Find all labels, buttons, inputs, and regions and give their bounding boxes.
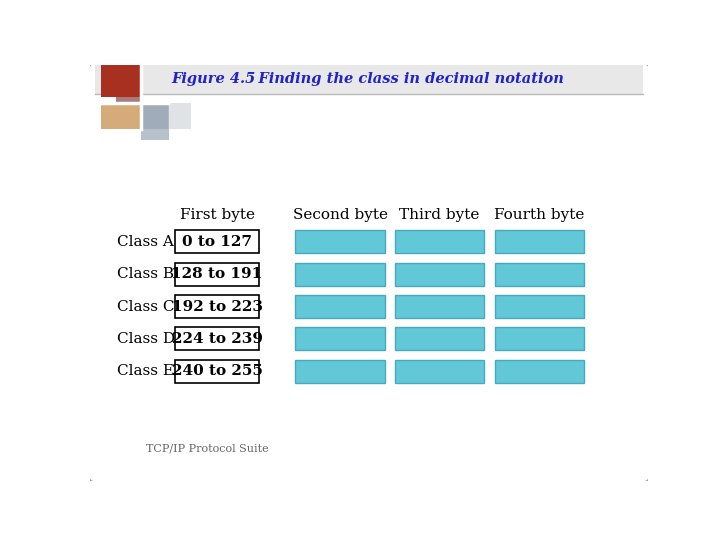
Bar — [295, 327, 384, 350]
Text: Second byte: Second byte — [293, 208, 388, 222]
Bar — [175, 231, 259, 253]
FancyBboxPatch shape — [89, 63, 649, 482]
Text: 240 to 255: 240 to 255 — [171, 364, 263, 378]
Bar — [395, 295, 484, 318]
Text: 224 to 239: 224 to 239 — [171, 332, 263, 346]
Bar — [168, 103, 191, 130]
Text: 0 to 127: 0 to 127 — [182, 235, 252, 249]
Bar — [141, 103, 169, 130]
Bar — [495, 231, 584, 253]
Bar — [495, 295, 584, 318]
Text: 128 to 191: 128 to 191 — [171, 267, 263, 281]
Text: Fourth byte: Fourth byte — [495, 208, 585, 222]
Text: Finding the class in decimal notation: Finding the class in decimal notation — [243, 72, 564, 86]
Text: Class C: Class C — [117, 300, 174, 314]
Bar — [175, 295, 259, 318]
Bar — [117, 79, 141, 103]
Bar — [395, 262, 484, 286]
Text: TCP/IP Protocol Suite: TCP/IP Protocol Suite — [145, 443, 269, 453]
Bar — [295, 295, 384, 318]
Bar — [495, 327, 584, 350]
Bar — [395, 360, 484, 383]
Bar — [175, 327, 259, 350]
Text: Class E: Class E — [117, 364, 174, 378]
Text: First byte: First byte — [179, 208, 255, 222]
Bar — [295, 262, 384, 286]
Bar — [175, 262, 259, 286]
Bar — [101, 103, 141, 130]
Text: Class D: Class D — [117, 332, 175, 346]
Bar — [94, 65, 644, 94]
Text: Class A: Class A — [117, 235, 174, 249]
Bar — [295, 360, 384, 383]
Bar — [495, 262, 584, 286]
Bar — [141, 129, 169, 140]
Bar — [495, 360, 584, 383]
Text: Third byte: Third byte — [399, 208, 479, 222]
Bar — [175, 360, 259, 383]
Text: 192 to 223: 192 to 223 — [171, 300, 263, 314]
Bar — [395, 327, 484, 350]
Text: Figure 4.5: Figure 4.5 — [171, 72, 256, 86]
Bar — [395, 231, 484, 253]
Bar — [295, 231, 384, 253]
Text: Class B: Class B — [117, 267, 174, 281]
Bar — [101, 65, 141, 97]
